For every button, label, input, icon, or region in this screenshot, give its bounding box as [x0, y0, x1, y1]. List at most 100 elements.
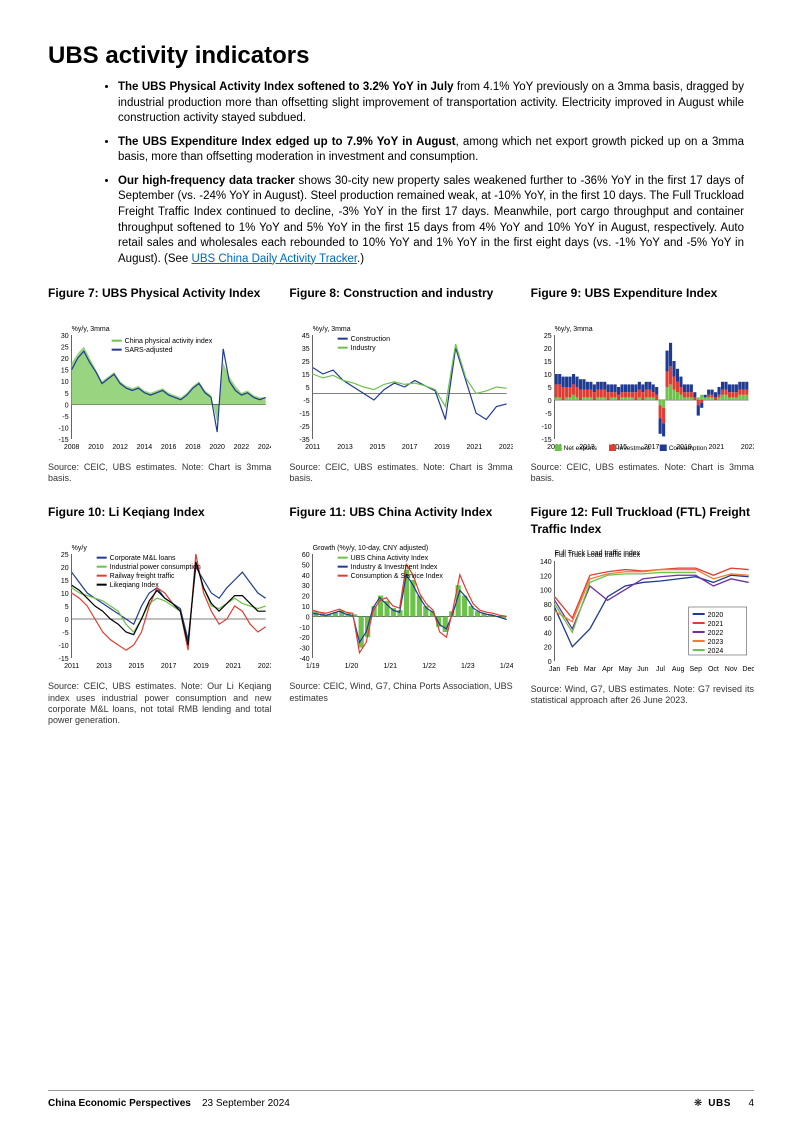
svg-text:2016: 2016: [161, 444, 177, 451]
svg-text:2017: 2017: [402, 444, 418, 451]
svg-text:5: 5: [547, 385, 551, 392]
svg-text:20: 20: [544, 644, 552, 651]
svg-text:Growth (%y/y, 10-day, CNY adju: Growth (%y/y, 10-day, CNY adjusted): [313, 545, 429, 552]
svg-text:%y/y, 3mma: %y/y, 3mma: [554, 326, 592, 333]
svg-text:2015: 2015: [370, 444, 386, 451]
svg-text:2021: 2021: [226, 663, 242, 670]
svg-text:5: 5: [65, 391, 69, 398]
svg-text:Jan: Jan: [549, 666, 560, 673]
svg-text:25: 25: [544, 333, 552, 340]
svg-text:Investment: Investment: [618, 445, 650, 451]
svg-text:140: 140: [540, 559, 552, 566]
svg-text:60: 60: [544, 616, 552, 623]
svg-text:10: 10: [61, 591, 69, 598]
svg-text:Industrial power consumption: Industrial power consumption: [110, 564, 201, 571]
svg-text:25: 25: [61, 552, 69, 559]
tracker-link[interactable]: UBS China Daily Activity Tracker: [192, 253, 358, 265]
svg-text:0: 0: [65, 617, 69, 624]
ubs-logo-icon: ❋: [694, 1097, 702, 1111]
figure-source: Source: CEIC, UBS estimates. Note: Our L…: [48, 681, 271, 726]
svg-text:Oct: Oct: [708, 666, 719, 673]
figure-title: Figure 11: UBS China Activity Index: [289, 504, 512, 534]
svg-text:20: 20: [302, 594, 310, 601]
svg-text:2010: 2010: [88, 444, 104, 451]
svg-text:2011: 2011: [305, 444, 320, 451]
svg-text:0: 0: [306, 615, 310, 622]
svg-text:2019: 2019: [193, 663, 209, 670]
svg-text:10: 10: [61, 379, 69, 386]
svg-text:10: 10: [302, 604, 310, 611]
svg-text:%y/y: %y/y: [72, 545, 88, 552]
svg-text:1/19: 1/19: [306, 663, 320, 670]
svg-text:2008: 2008: [64, 444, 80, 451]
svg-text:35: 35: [302, 346, 310, 353]
svg-text:2015: 2015: [129, 663, 145, 670]
chart-expenditure-index: -15-10-505101520252011201320152017201920…: [531, 321, 754, 451]
figure-7: Figure 7: UBS Physical Activity Index -1…: [48, 285, 271, 484]
svg-text:20: 20: [61, 356, 69, 363]
svg-text:2013: 2013: [338, 444, 354, 451]
svg-text:-15: -15: [59, 656, 69, 663]
svg-text:Nov: Nov: [724, 666, 737, 673]
svg-text:-10: -10: [59, 643, 69, 650]
svg-text:45: 45: [302, 333, 310, 340]
figure-12: Figure 12: Full Truckload (FTL) Freight …: [531, 504, 754, 726]
svg-text:2024: 2024: [707, 648, 723, 655]
chart-china-activity: -40-30-20-1001020304050601/191/201/211/2…: [289, 540, 512, 670]
figure-source: Source: CEIC, UBS estimates. Note: Chart…: [289, 462, 512, 485]
svg-text:25: 25: [302, 359, 310, 366]
figure-title: Figure 7: UBS Physical Activity Index: [48, 285, 271, 315]
svg-text:Apr: Apr: [602, 666, 614, 673]
svg-text:-5: -5: [545, 411, 551, 418]
svg-text:Feb: Feb: [566, 666, 578, 673]
figure-title: Figure 8: Construction and industry: [289, 285, 512, 315]
svg-text:1/21: 1/21: [384, 663, 398, 670]
svg-text:%y/y, 3mma: %y/y, 3mma: [313, 326, 351, 333]
page-heading: UBS activity indicators: [48, 40, 754, 72]
svg-text:2020: 2020: [209, 444, 225, 451]
bullet-text: .): [357, 253, 364, 265]
svg-text:40: 40: [544, 630, 552, 637]
svg-text:Construction: Construction: [351, 336, 390, 343]
svg-text:20: 20: [544, 346, 552, 353]
figure-source: Source: CEIC, UBS estimates. Note: Chart…: [48, 462, 271, 485]
svg-text:0: 0: [547, 398, 551, 405]
svg-text:2021: 2021: [467, 444, 483, 451]
svg-text:-5: -5: [62, 414, 68, 421]
figure-11: Figure 11: UBS China Activity Index -40-…: [289, 504, 512, 726]
svg-text:-30: -30: [300, 646, 310, 653]
svg-text:2011: 2011: [64, 663, 79, 670]
svg-text:120: 120: [540, 573, 552, 580]
footer-brand: UBS: [708, 1097, 731, 1111]
svg-text:-15: -15: [59, 437, 69, 444]
svg-text:10: 10: [544, 372, 552, 379]
svg-text:-35: -35: [300, 437, 310, 444]
figure-source: Source: Wind, G7, UBS estimates. Note: G…: [531, 684, 754, 707]
bullet-item: The UBS Expenditure Index edged up to 7.…: [118, 135, 744, 166]
bullet-text: shows 30-city new property sales weakene…: [118, 175, 744, 265]
svg-text:Railway freight traffic: Railway freight traffic: [110, 573, 175, 580]
footer-right: ❋ UBS 4: [694, 1097, 754, 1111]
svg-text:Dec: Dec: [742, 666, 754, 673]
svg-text:50: 50: [302, 563, 310, 570]
figure-source: Source: CEIC, Wind, G7, China Ports Asso…: [289, 681, 512, 704]
svg-text:-25: -25: [300, 424, 310, 431]
svg-text:80: 80: [544, 602, 552, 609]
svg-text:Corporate M&L loans: Corporate M&L loans: [110, 555, 176, 562]
figure-title: Figure 12: Full Truckload (FTL) Freight …: [531, 504, 754, 536]
svg-text:-10: -10: [541, 424, 551, 431]
svg-text:-5: -5: [304, 398, 310, 405]
svg-text:Jul: Jul: [656, 666, 665, 673]
svg-text:30: 30: [61, 333, 69, 340]
svg-text:Aug: Aug: [672, 666, 685, 673]
svg-text:2023: 2023: [707, 639, 723, 646]
svg-text:-15: -15: [300, 411, 310, 418]
chart-li-keqiang: -15-10-505101520252011201320152017201920…: [48, 540, 271, 670]
svg-text:-15: -15: [541, 437, 551, 444]
figure-10: Figure 10: Li Keqiang Index -15-10-50510…: [48, 504, 271, 726]
bullet-item: Our high-frequency data tracker shows 30…: [118, 174, 744, 267]
footer-title: China Economic Perspectives: [48, 1098, 191, 1109]
footer-left: China Economic Perspectives 23 September…: [48, 1097, 290, 1111]
svg-text:Jun: Jun: [637, 666, 648, 673]
svg-text:2022: 2022: [234, 444, 250, 451]
